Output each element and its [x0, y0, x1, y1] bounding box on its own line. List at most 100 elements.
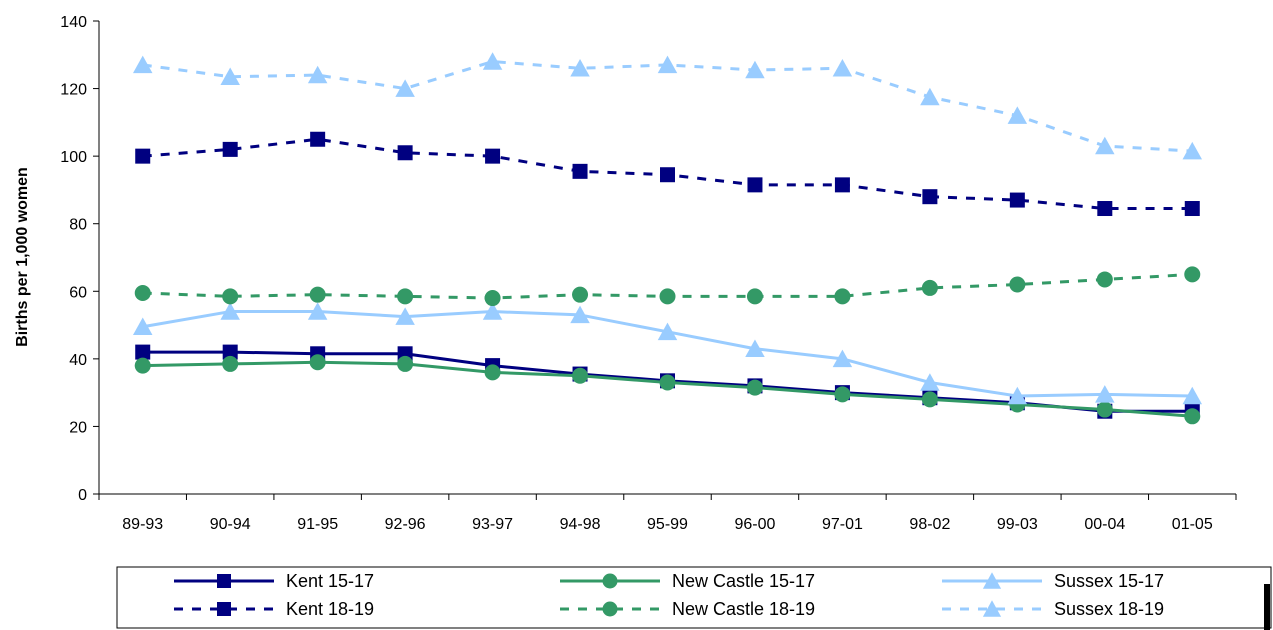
data-point-new-castle-18-19 [746, 288, 763, 305]
data-point-kent-15-17 [135, 344, 151, 360]
data-point-sussex-15-17 [395, 307, 415, 325]
data-point-new-castle-15-17 [746, 379, 763, 396]
data-point-new-castle-15-17 [222, 355, 239, 372]
y-tick-label: 80 [69, 217, 87, 234]
data-point-sussex-18-19 [570, 59, 590, 77]
x-tick-label: 89-93 [122, 516, 163, 533]
legend-label: Sussex 15-17 [1054, 571, 1164, 591]
data-point-kent-18-19 [397, 145, 413, 161]
data-point-new-castle-15-17 [1096, 401, 1113, 418]
x-tick-label: 96-00 [735, 516, 776, 533]
data-point-sussex-18-19 [1007, 106, 1028, 124]
data-point-new-castle-18-19 [921, 279, 938, 296]
series-new-castle-18-19 [134, 266, 1201, 307]
y-tick-label: 140 [60, 14, 87, 31]
x-tick-label: 99-03 [997, 516, 1038, 533]
data-point-new-castle-18-19 [222, 288, 239, 305]
y-tick-label: 20 [69, 419, 87, 436]
data-point-new-castle-18-19 [1096, 271, 1113, 288]
series-kent-18-19 [135, 131, 1200, 217]
data-point-new-castle-18-19 [134, 284, 151, 301]
y-tick-label: 100 [60, 149, 87, 166]
data-point-sussex-18-19 [482, 52, 503, 70]
data-point-sussex-18-19 [920, 87, 940, 106]
data-point-sussex-15-17 [657, 322, 678, 341]
data-point-sussex-15-17 [132, 317, 153, 336]
data-point-new-castle-18-19 [572, 286, 589, 303]
x-tick-label: 95-99 [647, 516, 688, 533]
data-point-sussex-15-17 [1095, 385, 1115, 403]
data-point-kent-18-19 [310, 131, 326, 147]
data-point-sussex-15-17 [832, 349, 853, 368]
data-point-sussex-18-19 [657, 55, 678, 74]
x-tick-label: 90-94 [210, 516, 251, 533]
legend-edge-bar [1264, 584, 1270, 630]
data-point-sussex-18-19 [307, 65, 328, 84]
data-point-kent-18-19 [660, 167, 675, 183]
data-point-new-castle-15-17 [309, 354, 326, 371]
data-point-new-castle-15-17 [572, 367, 589, 384]
data-point-sussex-18-19 [745, 60, 765, 79]
series-sussex-15-17 [132, 302, 1203, 405]
data-point-new-castle-15-17 [921, 391, 938, 408]
data-point-sussex-18-19 [220, 67, 240, 85]
data-point-kent-18-19 [485, 148, 501, 164]
data-point-sussex-15-17 [920, 373, 940, 391]
data-point-new-castle-18-19 [1184, 266, 1201, 283]
y-axis-label: Births per 1,000 women [14, 167, 31, 347]
legend-label: Kent 15-17 [286, 571, 374, 591]
data-point-sussex-15-17 [482, 302, 503, 320]
data-point-kent-18-19 [747, 177, 763, 193]
legend-item-sussex-18-19: Sussex 18-19 [942, 599, 1164, 619]
data-point-kent-18-19 [135, 148, 151, 164]
data-point-new-castle-18-19 [1009, 276, 1026, 293]
x-tick-label: 91-95 [297, 516, 338, 533]
y-tick-label: 120 [60, 82, 87, 99]
x-tick-label: 92-96 [385, 516, 426, 533]
data-point-new-castle-18-19 [659, 288, 676, 305]
data-point-sussex-15-17 [220, 302, 240, 320]
series-sussex-18-19 [132, 52, 1203, 160]
data-point-sussex-15-17 [1007, 386, 1028, 405]
data-point-kent-18-19 [834, 177, 850, 193]
x-tick-label: 98-02 [909, 516, 950, 533]
x-tick-label: 00-04 [1084, 516, 1125, 533]
data-point-sussex-18-19 [395, 79, 415, 97]
data-point-sussex-18-19 [1095, 136, 1115, 155]
data-point-new-castle-15-17 [834, 386, 851, 403]
legend-marker [982, 600, 1002, 617]
series-new-castle-15-17 [134, 354, 1201, 425]
legend-marker [982, 572, 1002, 589]
data-point-kent-18-19 [1184, 201, 1200, 217]
legend-marker [602, 601, 618, 617]
legend-label: New Castle 15-17 [672, 571, 815, 591]
legend-marker [217, 574, 231, 588]
x-tick-label: 94-98 [560, 516, 601, 533]
data-point-kent-18-19 [572, 163, 588, 179]
data-point-new-castle-15-17 [484, 364, 501, 381]
data-point-sussex-18-19 [832, 59, 853, 77]
y-tick-label: 0 [78, 487, 87, 504]
data-point-kent-18-19 [222, 141, 238, 157]
data-point-new-castle-18-19 [834, 288, 851, 305]
legend-label: Kent 18-19 [286, 599, 374, 619]
x-tick-label: 97-01 [822, 516, 863, 533]
data-point-sussex-15-17 [307, 302, 328, 320]
legend-item-kent-18-19: Kent 18-19 [174, 599, 374, 619]
legend-label: New Castle 18-19 [672, 599, 815, 619]
legend-marker [602, 573, 618, 589]
y-tick-label: 40 [69, 352, 87, 369]
legend-item-new-castle-18-19: New Castle 18-19 [560, 599, 815, 619]
legend-item-sussex-15-17: Sussex 15-17 [942, 571, 1164, 591]
data-point-sussex-18-19 [132, 55, 153, 74]
data-point-kent-15-17 [222, 344, 238, 360]
legend-label: Sussex 18-19 [1054, 599, 1164, 619]
data-point-kent-18-19 [1097, 201, 1113, 217]
data-point-new-castle-15-17 [134, 357, 151, 374]
legend: Kent 15-17 New Castle 15-17 Sussex 15-17 Ke… [116, 566, 1272, 630]
x-tick-label: 01-05 [1172, 516, 1213, 533]
legend-item-kent-15-17: Kent 15-17 [174, 571, 374, 591]
legend-marker [217, 602, 231, 616]
